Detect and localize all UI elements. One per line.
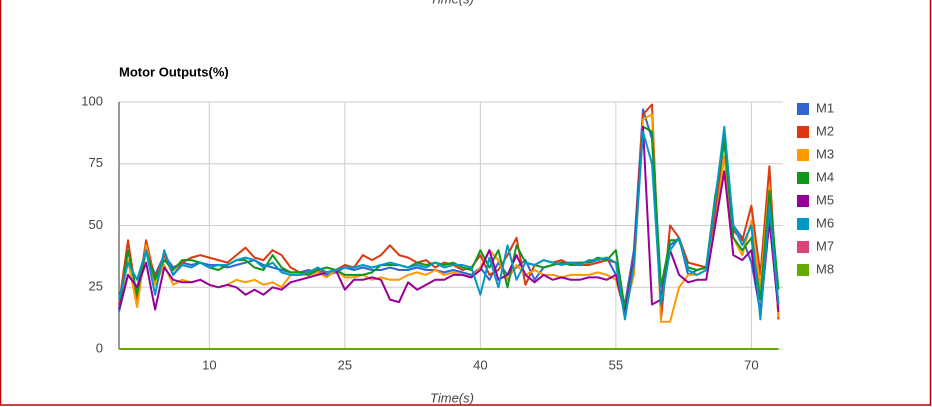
x-tick-label: 10 [202,357,216,372]
legend-swatch [797,264,809,276]
x-tick-label: 25 [338,357,352,372]
legend-swatch [797,103,809,115]
y-tick-label: 0 [96,340,103,355]
y-tick-label: 25 [89,279,103,294]
legend-label: M1 [816,100,834,115]
series-line [118,113,780,323]
legend-swatch [797,149,809,161]
legend-swatch [797,218,809,230]
legend-label: M3 [816,146,834,161]
legend-label: M5 [816,192,834,207]
y-tick-label: 75 [89,155,103,170]
legend-label: M2 [816,123,834,138]
chart-title: Motor Outputs(%) [119,64,229,79]
x-tick-label: 40 [473,357,487,372]
legend-swatch [797,195,809,207]
legend-swatch [797,126,809,138]
legend-swatch [797,241,809,253]
series-line [118,125,780,321]
legend-swatch [797,172,809,184]
x-axis-label: Time(s) [430,390,474,405]
legend-label: M4 [816,169,834,184]
y-tick-label: 50 [89,217,103,232]
y-tick-label: 100 [81,93,103,108]
x-tick-label: 55 [609,357,623,372]
legend-label: M7 [816,238,834,253]
legend-label: M6 [816,215,834,230]
cut-axis-label: Time(s) [430,0,474,6]
x-tick-label: 70 [744,357,758,372]
legend-label: M8 [816,261,834,276]
